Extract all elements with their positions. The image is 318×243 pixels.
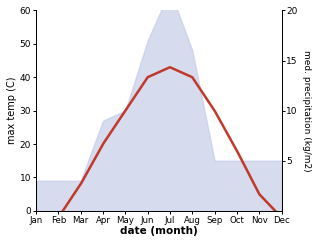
X-axis label: date (month): date (month) (120, 226, 198, 236)
Y-axis label: med. precipitation (kg/m2): med. precipitation (kg/m2) (302, 50, 311, 172)
Y-axis label: max temp (C): max temp (C) (7, 77, 17, 144)
